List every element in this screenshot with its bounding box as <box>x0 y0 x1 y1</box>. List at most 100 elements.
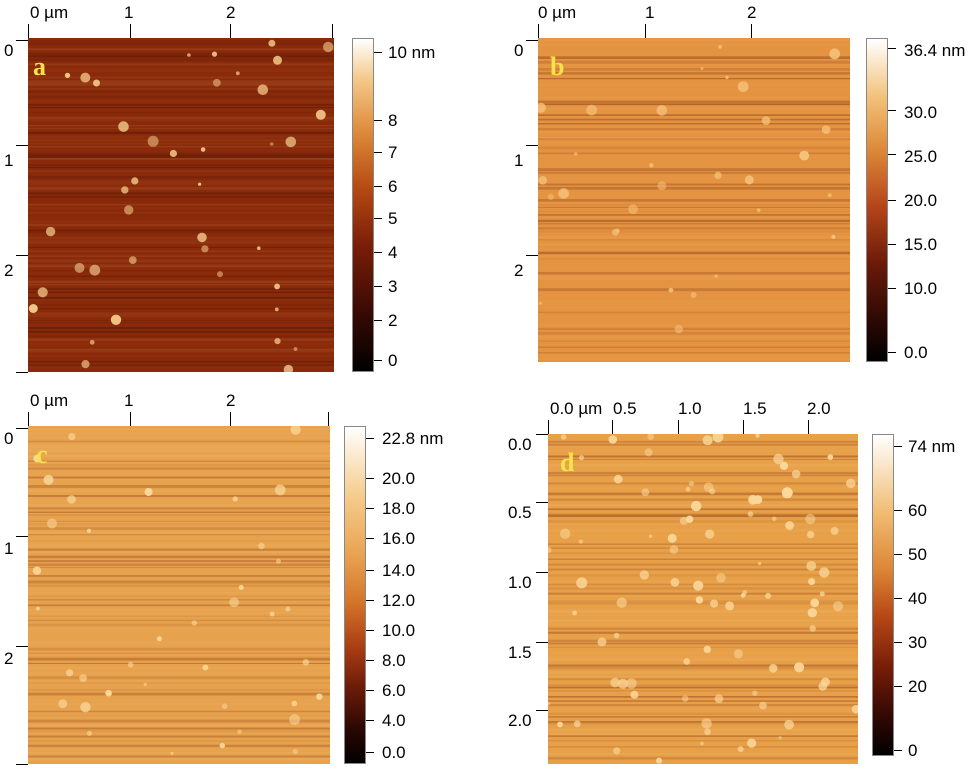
scan-line <box>548 646 858 648</box>
scan-line <box>548 458 858 460</box>
surface-feature <box>558 188 569 199</box>
scan-line <box>538 315 850 318</box>
surface-feature <box>290 426 301 435</box>
scan-line <box>548 756 858 760</box>
surface-feature <box>257 84 269 95</box>
scan-line <box>28 534 330 536</box>
colorbar-label: 5 <box>388 209 398 228</box>
surface-feature <box>737 81 749 92</box>
surface-feature <box>232 496 238 502</box>
scan-line <box>28 464 330 466</box>
surface-feature <box>197 232 207 243</box>
scan-line <box>28 266 334 268</box>
surface-feature <box>725 601 735 611</box>
scan-line <box>548 656 858 659</box>
scan-line <box>538 96 850 99</box>
scan-line <box>548 563 858 566</box>
x-tick-label: 1.0 <box>678 399 702 418</box>
colorbar-tick <box>894 750 902 751</box>
colorbar-label: 6 <box>388 177 398 196</box>
surface-feature <box>323 41 334 53</box>
scan-line <box>538 264 850 267</box>
scan-line <box>538 137 850 140</box>
colorbar-tick <box>366 538 374 539</box>
surface-feature <box>758 561 762 566</box>
colorbar-label: 10.0 <box>904 279 938 298</box>
colorbar-tick <box>374 320 382 321</box>
y-tick-label: 0 <box>4 429 14 448</box>
scan-line <box>28 511 330 513</box>
scan-line <box>538 43 850 46</box>
scan-line <box>28 42 334 46</box>
surface-feature <box>89 339 95 345</box>
surface-feature <box>198 182 202 186</box>
scan-line <box>548 587 858 590</box>
surface-feature <box>36 606 40 611</box>
scan-line <box>28 146 334 148</box>
y-tick-label: 1 <box>514 151 524 170</box>
scan-line <box>548 552 858 554</box>
scan-line <box>28 523 330 526</box>
scan-line <box>28 255 334 257</box>
scan-line <box>548 619 858 623</box>
x-tick <box>130 412 131 426</box>
surface-feature <box>639 570 649 580</box>
scan-line <box>28 87 334 90</box>
scan-line <box>548 712 858 715</box>
surface-feature <box>768 664 778 673</box>
surface-feature <box>755 434 760 438</box>
scan-line <box>28 70 334 72</box>
scan-line <box>538 248 850 250</box>
afm-texture <box>548 434 858 764</box>
surface-feature <box>821 125 831 134</box>
scan-line <box>538 168 850 172</box>
x-tick-label: 2 <box>226 391 236 410</box>
colorbar-label: 20 <box>908 677 927 696</box>
scan-line <box>538 230 850 233</box>
scan-line <box>28 139 334 142</box>
scan-line <box>28 330 334 333</box>
colorbar-tick <box>366 720 374 721</box>
colorbar-label: 20.0 <box>904 191 938 210</box>
x-tick <box>230 24 231 38</box>
surface-feature <box>710 599 719 608</box>
surface-feature <box>74 262 85 273</box>
scan-line <box>538 60 850 64</box>
scan-line <box>548 684 858 687</box>
surface-feature <box>37 287 48 298</box>
scan-line <box>548 539 858 542</box>
surface-feature <box>86 730 92 736</box>
scan-line <box>28 100 334 102</box>
scan-line <box>538 239 850 241</box>
scan-line <box>538 38 850 42</box>
scan-line <box>28 212 334 215</box>
scan-line <box>28 735 330 738</box>
scan-line <box>548 487 858 490</box>
scan-line <box>548 704 858 707</box>
scan-line <box>538 114 850 116</box>
surface-feature <box>276 558 281 564</box>
x-tick <box>230 412 231 426</box>
surface-feature <box>283 364 294 372</box>
colorbar-label: 7 <box>388 143 398 162</box>
panel-letter-d: d <box>560 448 575 477</box>
colorbar-tick <box>366 508 374 509</box>
scan-line <box>538 210 850 213</box>
x-tick <box>743 420 744 434</box>
scan-line <box>548 652 858 654</box>
scan-line <box>538 128 850 131</box>
scan-line <box>28 107 334 109</box>
surface-feature <box>693 580 704 591</box>
scan-line <box>28 360 334 363</box>
scan-line <box>28 246 334 248</box>
scan-line <box>28 308 334 310</box>
scan-line <box>538 275 850 279</box>
y-tick-label: 0 <box>514 41 524 60</box>
surface-feature <box>274 283 280 290</box>
scan-line <box>538 123 850 125</box>
scan-line <box>28 640 330 643</box>
scan-line <box>548 752 858 756</box>
scan-line <box>538 178 850 181</box>
x-tick <box>328 412 329 426</box>
y-tick-label: 0.5 <box>508 503 532 522</box>
